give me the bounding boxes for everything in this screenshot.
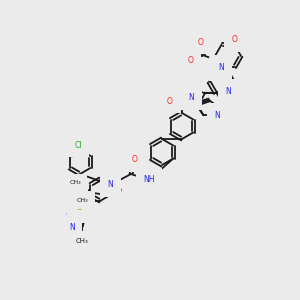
Text: O: O bbox=[232, 35, 237, 44]
Text: NH: NH bbox=[143, 176, 155, 184]
Text: N: N bbox=[69, 223, 75, 232]
Text: CH₃: CH₃ bbox=[76, 238, 89, 244]
Text: N: N bbox=[74, 206, 80, 215]
Text: O: O bbox=[167, 97, 173, 106]
Text: O: O bbox=[188, 56, 194, 65]
Text: N: N bbox=[226, 87, 231, 96]
Text: N: N bbox=[214, 111, 220, 120]
Text: O: O bbox=[132, 155, 138, 164]
Text: N: N bbox=[108, 180, 113, 189]
Text: Cl: Cl bbox=[74, 140, 82, 149]
Text: CH₃: CH₃ bbox=[69, 180, 81, 185]
Text: O: O bbox=[198, 38, 203, 47]
Text: N: N bbox=[219, 63, 224, 72]
Text: O: O bbox=[217, 64, 222, 73]
Text: N: N bbox=[66, 213, 71, 222]
Text: N: N bbox=[188, 94, 194, 103]
Text: CH₃: CH₃ bbox=[77, 198, 88, 203]
Text: S: S bbox=[76, 203, 82, 212]
